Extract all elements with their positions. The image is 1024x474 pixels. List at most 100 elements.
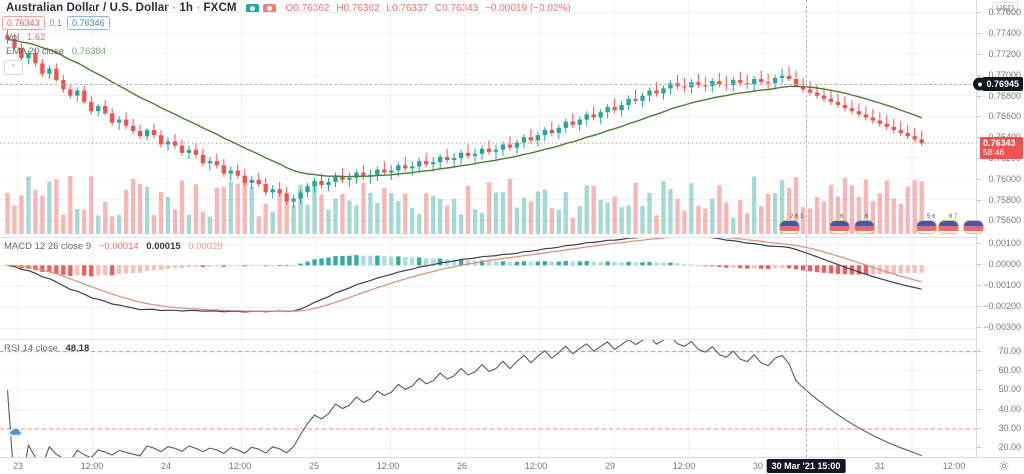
macd-hist-value: −0.00014 <box>98 241 139 252</box>
axis-tick-mark <box>977 116 981 118</box>
time-tick-label: 31 <box>874 461 886 471</box>
macd-line-value: 0.00015 <box>146 241 181 252</box>
axis-tick-mark <box>977 285 981 287</box>
axis-tick-label: 30.00 <box>998 422 1021 433</box>
axis-tick-label: −0.00200 <box>983 301 1021 312</box>
axis-tick-label: 0.77400 <box>988 28 1021 39</box>
symbol-title[interactable]: Australian Dollar / U.S. Dollar · 1h · F… <box>6 2 237 14</box>
ask-price-box[interactable]: 0.76346 <box>67 16 110 30</box>
ohlc-open: O0.76362 <box>285 2 330 14</box>
event-flag-marker[interactable] <box>916 220 937 234</box>
axis-tick-label: 50.00 <box>998 384 1021 395</box>
time-tick-label: 12:00 <box>228 461 252 471</box>
crosshair-time-label: 30 Mar '21 15:00 <box>766 459 846 473</box>
economic-event-flags: 2 6 3 6 6 5 6 6 7 <box>0 214 984 234</box>
axis-tick-label: 0.76600 <box>988 111 1021 122</box>
time-tick-label: 12:00 <box>80 461 104 471</box>
axis-tick-label: 0.77600 <box>988 7 1021 18</box>
symbol-interval[interactable]: 1h <box>179 2 194 14</box>
axis-tick-mark <box>977 389 981 391</box>
axis-tick-mark <box>977 74 981 76</box>
volume-legend[interactable]: Vol 1.62 <box>6 32 45 43</box>
bearish-badge-icon[interactable] <box>262 3 276 13</box>
series-style-badges <box>245 3 276 13</box>
time-tick-label: 24 <box>160 461 172 471</box>
axis-tick-mark <box>977 33 981 35</box>
axis-tick-label: −0.00100 <box>983 280 1021 291</box>
axis-tick-mark <box>977 158 981 160</box>
brand-watermark-icon <box>7 428 24 438</box>
bid-price-box[interactable]: 0.76343 <box>2 16 45 30</box>
title-separator-2: · <box>196 2 201 14</box>
rsi-legend[interactable]: RSI 14 close 48.18 <box>4 343 89 354</box>
axis-tick-mark <box>977 408 981 410</box>
crosshair-vertical-line <box>806 0 807 457</box>
crosshair-price-label: 0.76945 <box>982 77 1023 91</box>
bullish-badge-icon[interactable] <box>245 3 259 13</box>
last-price-label: 0.76343 58:46 <box>980 136 1023 160</box>
axis-tick-mark <box>977 54 981 56</box>
macd-pane[interactable] <box>0 237 977 339</box>
spread-value: 0.1 <box>49 18 63 28</box>
axis-tick-mark <box>977 12 981 14</box>
axis-tick-label: 0.00000 <box>988 259 1021 270</box>
axis-tick-mark <box>977 178 981 180</box>
ema-legend-name: EMA 20 close <box>6 46 65 57</box>
time-tick-label: 29 <box>604 461 616 471</box>
rsi-pane[interactable] <box>0 339 977 458</box>
volume-legend-name: Vol <box>6 32 20 43</box>
ohlc-readout: O0.76362 H0.76362 L0.76337 C0.76343 −0.0… <box>286 3 575 14</box>
time-tick-label: 12:00 <box>376 461 400 471</box>
axis-tick-label: 0.76000 <box>988 173 1021 184</box>
ema-legend-value: 0.76384 <box>71 46 107 57</box>
axis-currency-label: USD <box>992 2 1018 14</box>
time-tick-label: 23 <box>12 461 24 471</box>
event-flag-count: 6 <box>840 214 844 220</box>
axis-tick-mark <box>977 350 981 352</box>
ohlc-change: −0.00019 (−0.02%) <box>485 2 571 14</box>
event-flag-marker[interactable] <box>829 220 850 234</box>
axis-tick-mark <box>977 427 981 429</box>
event-flag-count: 6 7 <box>949 214 958 220</box>
ohlc-high: H0.76362 <box>336 2 380 14</box>
chart-header: Australian Dollar / U.S. Dollar · 1h · F… <box>0 0 1024 16</box>
last-price-value: 0.76343 <box>983 137 1016 148</box>
bid-ask-boxes: 0.76343 0.1 0.76346 <box>2 16 110 30</box>
axis-tick-label: 0.77000 <box>988 69 1021 80</box>
event-flag-count: 6 <box>865 214 869 220</box>
axis-tick-label: −0.00300 <box>983 322 1021 333</box>
event-flag-marker[interactable] <box>963 220 984 234</box>
axis-tick-label: 0.76800 <box>988 90 1021 101</box>
collapse-pane-button[interactable]: ^ <box>4 60 23 75</box>
axis-tick-mark <box>977 95 981 97</box>
axis-tick-mark <box>977 137 981 139</box>
axis-tick-label: 20.00 <box>998 442 1021 453</box>
title-separator-1: · <box>172 2 177 14</box>
event-flag-marker[interactable] <box>854 220 875 234</box>
axis-tick-mark <box>977 369 981 371</box>
macd-legend-name: MACD 12 26 close 9 <box>4 241 92 252</box>
time-tick-label: 12:00 <box>942 461 966 471</box>
event-flag-marker[interactable] <box>938 220 959 234</box>
time-axis[interactable]: 23 12:00 24 12:00 25 12:00 26 12:00 29 12:00 30 31 1… <box>0 457 1024 474</box>
event-flag-marker[interactable] <box>779 220 800 234</box>
axis-tick-label: 0.77200 <box>988 49 1021 60</box>
main-price-pane[interactable] <box>0 0 977 236</box>
event-flag-count: 5 6 <box>927 214 936 220</box>
ema-legend[interactable]: EMA 20 close 0.76384 <box>6 46 106 57</box>
axis-tick-label: 0.00100 <box>988 238 1021 249</box>
crosshair-price-marker <box>973 77 986 91</box>
axis-tick-label: 70.00 <box>998 345 1021 356</box>
axis-tick-mark <box>977 327 981 329</box>
chart-settings-gear-icon[interactable] <box>999 461 1009 471</box>
macd-legend[interactable]: MACD 12 26 close 9 −0.00014 0.00015 0.00… <box>4 241 223 252</box>
time-tick-label: 25 <box>308 461 320 471</box>
rsi-legend-value: 48.18 <box>65 343 90 354</box>
axis-tick-mark <box>977 447 981 449</box>
crosshair-horizontal-line <box>0 84 977 85</box>
rsi-legend-name: RSI 14 close <box>4 343 58 354</box>
ohlc-close: C0.76343 <box>434 2 479 14</box>
ohlc-low: L0.76337 <box>386 2 429 14</box>
axis-tick-label: 60.00 <box>998 364 1021 375</box>
symbol-exchange: FXCM <box>203 2 237 14</box>
